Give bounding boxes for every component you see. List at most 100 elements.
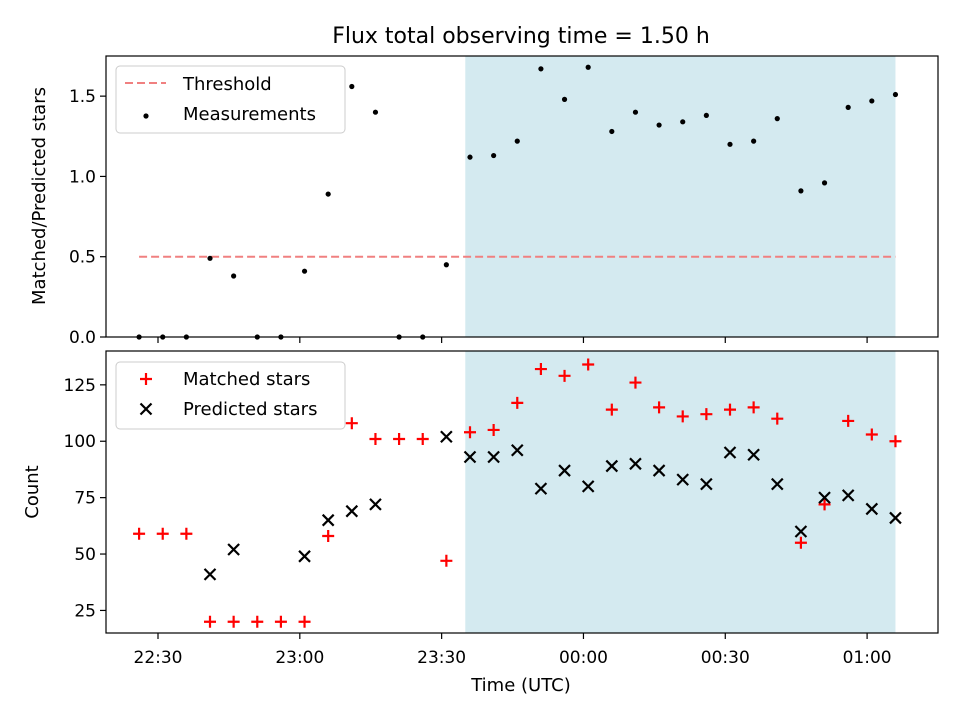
top-legend: Threshold Measurements: [115, 65, 346, 134]
measurement-point: [207, 255, 213, 261]
predicted-stars-point: [841, 489, 855, 502]
bottom-y-axis-label: Count: [22, 465, 43, 518]
measurement-point: [609, 128, 615, 135]
bottom-axes-frame: [105, 350, 939, 634]
measurement-point: [798, 188, 804, 194]
top-y-tick-label: 1.5: [69, 87, 96, 107]
matched-stars-point: [794, 536, 807, 549]
matched-stars-point: [676, 410, 689, 423]
predicted-stars-point: [510, 443, 524, 457]
predicted-stars-point: [345, 504, 359, 518]
matched-stars-point: [605, 403, 618, 416]
matched-stars-point: [629, 376, 642, 389]
matched-stars-point: [842, 414, 855, 427]
predicted-stars-point: [629, 457, 642, 471]
measurement-point: [751, 138, 757, 144]
bottom-legend: Matched stars Predicted stars: [115, 361, 346, 430]
measurement-point: [561, 96, 568, 102]
predicted-stars-point: [605, 459, 619, 473]
x-tick-label: 23:00: [275, 648, 324, 668]
measurement-point: [585, 64, 591, 70]
top-highlight-span: [465, 56, 896, 337]
legend-matched-swatch: [140, 373, 152, 385]
top-y-axis-label: Matched/Predicted stars: [29, 87, 50, 305]
bottom-highlight-span: [465, 351, 896, 633]
matched-stars-point: [724, 403, 736, 416]
predicted-stars-point: [652, 464, 666, 477]
matched-stars-point: [156, 527, 169, 540]
predicted-stars-point: [534, 482, 548, 495]
predicted-stars-point: [747, 448, 760, 462]
predicted-stars-point: [770, 477, 784, 491]
measurement-point: [703, 112, 709, 119]
legend-measurements-swatch: [143, 113, 149, 119]
matched-stars-point: [133, 527, 146, 540]
measurement-point: [443, 262, 449, 268]
measurement-point: [372, 109, 379, 115]
matched-stars-point: [487, 423, 500, 436]
predicted-stars-point: [440, 430, 453, 444]
x-tick-label: 00:00: [559, 648, 608, 668]
measurement-point: [514, 138, 520, 144]
matched-stars-point: [582, 358, 595, 371]
bottom-y-tick-label: 75: [74, 489, 96, 509]
matched-stars-point: [865, 428, 878, 441]
legend-measurements-label: Measurements: [183, 104, 316, 125]
top-y-axis: 0.0 0.5 1.0 1.5: [69, 87, 106, 348]
top-x-tick-marks: [157, 337, 868, 343]
top-y-tick-label: 0.5: [69, 248, 96, 268]
x-tick-label: 00:30: [701, 648, 750, 668]
predicted-stars-point: [298, 550, 311, 563]
matched-stars-point: [227, 615, 240, 628]
matched-stars-point: [534, 363, 547, 376]
legend-predicted-label: Predicted stars: [183, 399, 317, 420]
matched-stars-point: [274, 615, 287, 628]
matched-stars-point: [393, 432, 406, 445]
measurement-point: [538, 66, 544, 72]
matched-stars-point: [180, 527, 193, 540]
matched-stars-point: [416, 432, 429, 445]
matched-stars-point: [700, 408, 713, 421]
bottom-plot-area: [133, 358, 902, 628]
predicted-stars-point: [676, 473, 690, 486]
predicted-stars-point: [818, 491, 831, 504]
matched-stars-point: [464, 426, 476, 439]
matched-stars-point: [440, 554, 453, 567]
predicted-stars-point: [558, 464, 571, 477]
measurement-point: [491, 152, 497, 159]
measurement-point: [325, 191, 331, 197]
bottom-legend-box: [115, 361, 346, 430]
measurement-point: [632, 109, 639, 115]
measurement-point: [727, 141, 733, 147]
chart-title: Flux total observing time = 1.50 h: [332, 24, 710, 49]
top-axes-frame: [105, 55, 939, 338]
bottom-y-axis: 25 50 75 100 125: [64, 376, 106, 621]
matched-stars-point: [298, 615, 311, 628]
matched-stars-point: [889, 435, 902, 448]
matched-stars-point: [345, 417, 358, 430]
measurement-point: [656, 122, 662, 128]
bottom-y-tick-label: 125: [64, 376, 96, 396]
predicted-stars-point: [723, 446, 737, 459]
measurement-point: [845, 104, 851, 110]
measurement-point: [349, 83, 355, 90]
top-y-tick-label: 0.0: [69, 328, 96, 348]
measurement-point: [467, 154, 473, 160]
measurement-point: [774, 116, 780, 122]
x-tick-label: 23:30: [417, 648, 466, 668]
predicted-stars-point: [487, 450, 500, 464]
top-panel: Flux total observing time = 1.50 h 0.0 0.…: [29, 24, 939, 348]
matched-stars-point: [251, 615, 264, 628]
matched-stars-point: [369, 432, 382, 445]
legend-predicted-swatch: [139, 402, 153, 416]
predicted-stars-point: [700, 477, 713, 491]
predicted-stars-point: [865, 502, 879, 516]
bottom-panel: 25 50 75 100 125 22:30 23:00 23:30 00:00 00:30 01…: [22, 350, 939, 696]
matched-stars-point: [511, 396, 524, 409]
measurement-point: [892, 91, 899, 98]
matched-stars-point: [747, 401, 760, 414]
bottom-y-tick-label: 50: [74, 545, 96, 565]
matched-stars-point: [322, 529, 335, 542]
legend-matched-label: Matched stars: [183, 369, 310, 390]
